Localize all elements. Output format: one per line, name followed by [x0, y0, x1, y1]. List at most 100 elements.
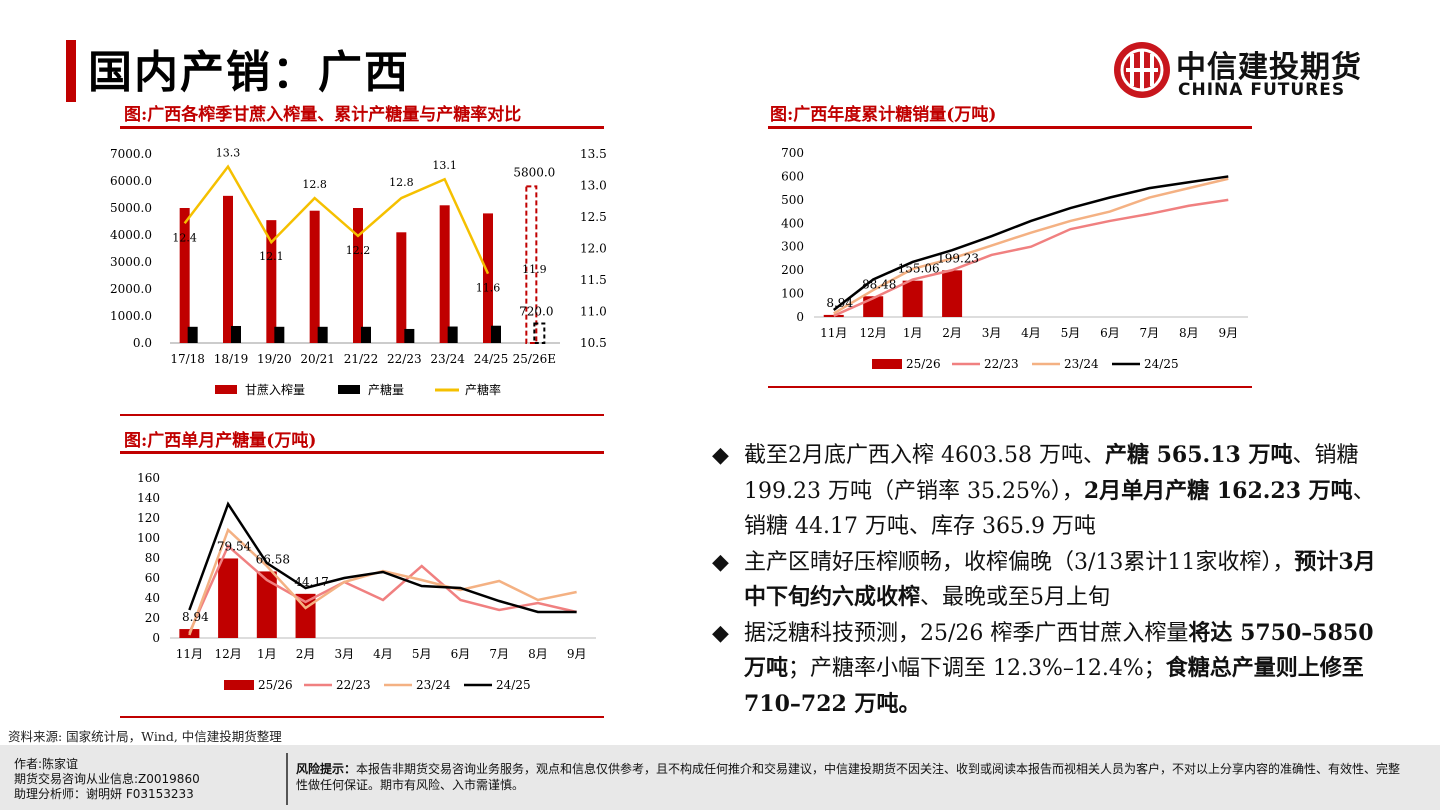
bar-2526 — [218, 558, 239, 638]
chart-sales-rule — [768, 126, 1252, 129]
legend-label: 25/26 — [258, 678, 293, 692]
bar-sugar — [404, 328, 415, 343]
x-tick-label: 4月 — [1021, 326, 1041, 340]
chart-crush-title: 图:广西各榨季甘蔗入榨量、累计产糖量与产糖率对比 — [124, 105, 522, 125]
footer-license: 期货交易咨询从业信息:Z0019860 — [14, 772, 200, 786]
bar-data-label: 88.48 — [862, 277, 896, 291]
x-tick-label: 12月 — [214, 647, 241, 661]
bar-sugar — [317, 326, 328, 343]
legend-label: 23/24 — [1064, 357, 1099, 371]
bar-2526 — [942, 270, 963, 317]
bullet-segment: 、最晚或至5月上旬 — [920, 585, 1111, 610]
bar-data-label: 44.17 — [294, 575, 328, 589]
y-right-tick-label: 13.0 — [580, 179, 607, 193]
y-tick-label: 300 — [781, 240, 804, 254]
y-right-tick-label: 11.0 — [580, 305, 607, 319]
bar-data-label: 79.54 — [217, 539, 252, 553]
bullet-segment: ；产糖率小幅下调至 12.3%–12.4%； — [788, 656, 1166, 681]
bar-cane — [483, 213, 493, 343]
rate-data-label: 12.8 — [302, 178, 327, 191]
x-tick-label: 1月 — [257, 647, 277, 661]
x-tick-label: 3月 — [334, 647, 354, 661]
company-logo: 中信建投期货 CHINA FUTURES — [1112, 40, 1382, 104]
rate-data-label: 13.1 — [432, 159, 457, 172]
bar-sugar — [361, 326, 371, 343]
bullet-text: 据泛糖科技预测，25/26 榨季广西甘蔗入榨量将达 5750–5850 万吨；产… — [744, 616, 1392, 723]
chart-crush-rule — [120, 126, 604, 129]
y-left-tick-label: 0.0 — [133, 336, 152, 350]
diamond-bullet-icon: ◆ — [712, 620, 729, 646]
bar-cane — [309, 210, 320, 343]
bar-cane — [179, 208, 190, 343]
x-tick-label: 24/25 — [474, 352, 509, 366]
bar-sugar — [187, 326, 198, 343]
footer-risk: 风险提示：本报告非期货交易咨询业务服务，观点和信息仅供参考，且不构成任何推介和交… — [296, 761, 1406, 793]
bullet-segment: 、销糖 44.17 万吨、库存 365.9 万吨 — [744, 478, 1375, 540]
y-tick-label: 600 — [781, 169, 804, 183]
bar-data-label: 66.58 — [256, 552, 290, 566]
legend-label: 甘蔗入榨量 — [245, 382, 305, 397]
legend-label: 产糖量 — [368, 382, 404, 397]
bullet-text: 截至2月底广西入榨 4603.58 万吨、产糖 565.13 万吨、销糖 199… — [744, 438, 1392, 545]
logo-emblem-icon — [1114, 42, 1170, 98]
chart-sales-title: 图:广西年度累计糖销量(万吨) — [770, 105, 997, 125]
bullet-segment: 主产区晴好压榨顺畅，收榨偏晚（3/13累计11家收榨）， — [744, 549, 1295, 575]
legend-label: 23/24 — [416, 678, 451, 692]
chart-monthly-title: 图:广西单月产糖量(万吨) — [124, 431, 317, 451]
x-tick-label: 5月 — [1061, 326, 1081, 340]
x-tick-label: 8月 — [528, 647, 548, 661]
rate-data-label: 11.6 — [476, 282, 501, 295]
rate-data-label: 12.4 — [172, 231, 197, 244]
y-tick-label: 120 — [137, 511, 160, 525]
x-tick-label: 5月 — [412, 647, 432, 661]
bullet-item: ◆ 截至2月底广西入榨 4603.58 万吨、产糖 565.13 万吨、销糖 19… — [712, 438, 1392, 545]
y-left-tick-label: 2000.0 — [110, 282, 152, 296]
title-accent-bar — [66, 40, 76, 102]
bar-data-label: 155.06 — [898, 262, 940, 276]
x-tick-label: 6月 — [1100, 326, 1120, 340]
chart-monthly-rule — [120, 451, 604, 454]
rate-data-label: 12.2 — [346, 244, 371, 257]
footer-divider — [286, 753, 288, 805]
x-tick-label: 4月 — [373, 647, 393, 661]
x-tick-label: 2月 — [942, 326, 962, 340]
y-tick-label: 0 — [152, 631, 160, 645]
y-left-tick-label: 6000.0 — [110, 174, 152, 188]
chart-monthly-top-rule — [120, 414, 604, 416]
y-tick-label: 140 — [137, 491, 160, 505]
bar-cane — [266, 220, 277, 343]
y-left-tick-label: 1000.0 — [110, 309, 152, 323]
chart-monthly-bottom-rule — [120, 716, 604, 718]
rate-data-label: 12.1 — [259, 250, 284, 263]
y-tick-label: 100 — [781, 287, 804, 301]
x-tick-label: 22/23 — [387, 352, 422, 366]
bar-data-label: 720.0 — [519, 305, 553, 319]
bullet-item: ◆ 主产区晴好压榨顺畅，收榨偏晚（3/13累计11家收榨），预计3月中下旬约六成收… — [712, 545, 1392, 616]
bullet-text: 主产区晴好压榨顺畅，收榨偏晚（3/13累计11家收榨），预计3月中下旬约六成收榨… — [744, 545, 1392, 616]
y-left-tick-label: 4000.0 — [110, 228, 152, 242]
x-tick-label: 17/18 — [170, 352, 205, 366]
legend-label: 24/25 — [496, 678, 531, 692]
source-note: 资料来源: 国家统计局，Wind, 中信建投期货整理 — [8, 729, 282, 744]
chart-crush: 7000.0 6000.0 5000.0 4000.0 3000.0 2000.0 1000… — [110, 147, 607, 397]
bar-data-label: 199.23 — [937, 251, 979, 265]
bar-sugar — [447, 326, 458, 343]
y-left-tick-label: 7000.0 — [110, 147, 152, 161]
x-tick-label: 9月 — [1218, 326, 1238, 340]
line-24-25 — [188, 501, 577, 614]
bar-cane — [396, 232, 407, 343]
bullet-segment: 截至2月底广西入榨 4603.58 万吨、 — [744, 443, 1105, 468]
chart-sales-bottom-rule — [768, 386, 1252, 388]
x-tick-label: 3月 — [982, 326, 1002, 340]
footer-author-block: 作者:陈家谊 期货交易咨询从业信息:Z0019860 助理分析师：谢明妍 F03… — [14, 757, 200, 802]
y-right-tick-label: 12.0 — [580, 242, 607, 256]
bar-2526 — [902, 280, 923, 317]
bar-data-label: 8.94 — [182, 610, 209, 624]
legend-label: 25/26 — [906, 357, 941, 371]
x-tick-label: 7月 — [489, 647, 509, 661]
y-tick-label: 160 — [137, 471, 160, 485]
bar-data-label: 8.94 — [826, 296, 853, 310]
bullet-segment: 据泛糖科技预测，25/26 榨季广西甘蔗入榨量 — [744, 620, 1189, 646]
y-tick-label: 40 — [145, 591, 160, 605]
legend-swatch — [338, 385, 360, 394]
